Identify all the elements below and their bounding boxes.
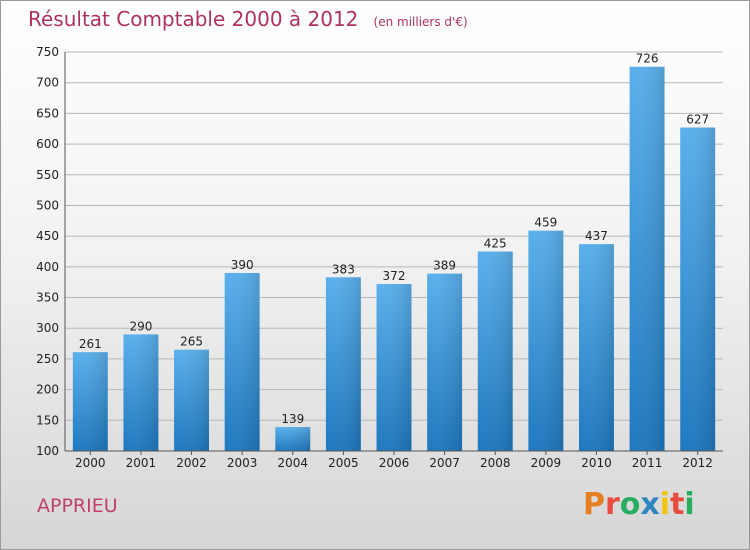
bar-shade — [275, 427, 311, 451]
x-tick-label: 2009 — [531, 456, 562, 470]
y-tick-label: 200 — [36, 383, 59, 397]
value-label: 627 — [686, 113, 709, 127]
x-tick-label: 2007 — [429, 456, 460, 470]
axis-layer: 100 150 200 250 300 350 400 450 500 550 600 650 700 7… — [36, 45, 723, 470]
logo-letter: r — [605, 487, 620, 522]
value-label: 261 — [79, 337, 102, 351]
x-tick-label: 2011 — [632, 456, 663, 470]
y-tick-label: 650 — [36, 106, 59, 120]
logo-letter: i — [659, 487, 671, 522]
bar-shade — [224, 272, 260, 451]
bar-shade — [477, 251, 513, 451]
title-row: Résultat Comptable 2000 à 2012 (en milli… — [28, 7, 468, 31]
y-tick-label: 150 — [36, 413, 59, 427]
y-tick-label: 600 — [36, 137, 59, 151]
proxiti-logo: Proxiti — [583, 487, 695, 522]
y-tick-label: 250 — [36, 352, 59, 366]
y-tick-label: 750 — [36, 45, 59, 59]
value-label: 437 — [585, 229, 608, 243]
bar-shade — [629, 66, 665, 452]
x-tick-label: 2004 — [277, 456, 308, 470]
y-tick-label: 500 — [36, 198, 59, 212]
x-tick-label: 2010 — [581, 456, 612, 470]
logo-letter: x — [640, 487, 660, 522]
bar-shade — [376, 284, 412, 451]
x-tick-label: 2003 — [227, 456, 258, 470]
bar-shade — [528, 230, 564, 451]
logo-letter: t — [670, 487, 685, 522]
y-tick-label: 450 — [36, 229, 59, 243]
bar-shade — [578, 244, 614, 451]
town-name: APPRIEU — [37, 495, 118, 517]
value-label: 265 — [180, 335, 203, 349]
value-label: 459 — [534, 216, 557, 230]
logo-letter: P — [583, 487, 605, 522]
x-tick-label: 2000 — [75, 456, 106, 470]
bar-shade — [680, 127, 716, 451]
bar-shade — [325, 277, 361, 451]
value-label: 425 — [484, 237, 507, 251]
logo-letter: i — [684, 487, 695, 522]
value-label: 383 — [332, 262, 355, 276]
value-label: 726 — [636, 52, 659, 66]
x-tick-label: 2012 — [682, 456, 713, 470]
bar-shade — [427, 273, 463, 451]
bar-layer: 261 290 265 390 139 383 372 389 425 459 437 726 627 — [72, 52, 716, 452]
x-tick-label: 2005 — [328, 456, 359, 470]
x-tick-label: 2008 — [480, 456, 511, 470]
value-label: 372 — [383, 269, 406, 283]
logo-letter: o — [619, 487, 641, 522]
value-label: 290 — [129, 319, 152, 333]
value-label: 390 — [231, 258, 254, 272]
chart-title: Résultat Comptable 2000 à 2012 — [28, 7, 359, 31]
y-tick-label: 350 — [36, 291, 59, 305]
y-tick-label: 700 — [36, 76, 59, 90]
x-tick-label: 2002 — [176, 456, 207, 470]
y-tick-label: 300 — [36, 321, 59, 335]
value-label: 389 — [433, 259, 456, 273]
bar-shade — [174, 349, 210, 451]
bar-shade — [123, 334, 159, 451]
chart-subtitle: (en milliers d'€) — [373, 15, 468, 29]
x-tick-label: 2006 — [379, 456, 410, 470]
x-tick-label: 2001 — [126, 456, 157, 470]
y-tick-label: 400 — [36, 260, 59, 274]
y-tick-label: 100 — [36, 444, 59, 458]
y-tick-label: 550 — [36, 168, 59, 182]
value-label: 139 — [281, 412, 304, 426]
bar-shade — [72, 352, 108, 451]
